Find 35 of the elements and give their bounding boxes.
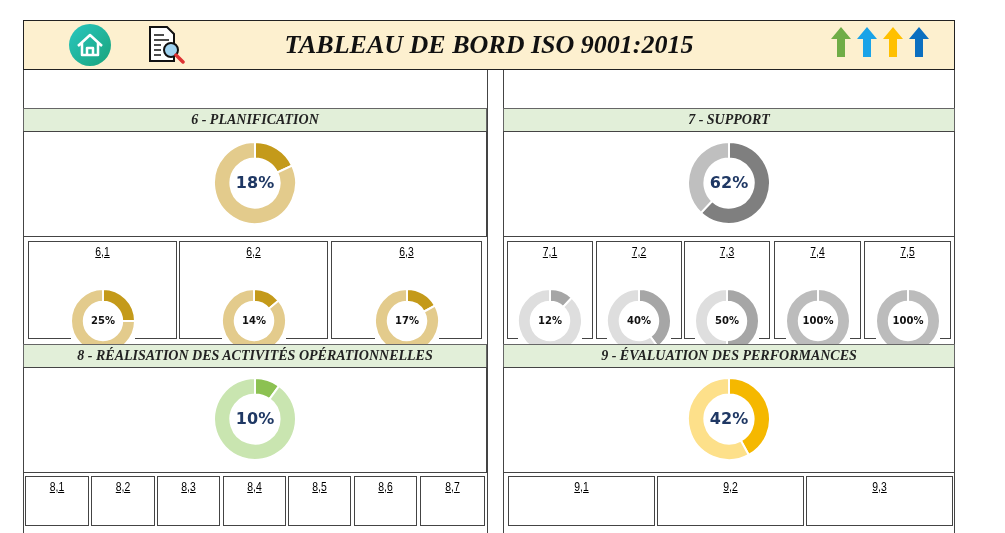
chart-title: 9 - ÉVALUATION DES PERFORMANCES [503,344,955,368]
chart-title: 6,2 [245,244,262,259]
text: 8,7 [444,479,461,494]
text: 42% [709,409,749,428]
text: 9,2 [722,479,739,494]
text: 100% [892,315,923,326]
text: 40% [627,315,651,326]
chart-title: 7 - SUPPORT [503,108,955,132]
text: 8,6 [377,479,394,494]
text: TABLEAU DE BORD ISO 9001:2015 [23,20,955,70]
text: 14% [241,315,266,326]
chart-title: 7,4 [809,244,826,259]
text: 9,1 [573,479,590,494]
text: 18% [235,173,275,192]
text: 9,3 [871,479,888,494]
chart-title: 7,1 [541,244,559,259]
chart-title: 6 - PLANIFICATION [23,108,487,132]
text: 100% [802,315,833,326]
chart-title: 6,3 [398,244,415,259]
chart-title: 7,3 [718,244,736,259]
text: 62% [709,173,749,192]
text: 8,4 [246,479,263,494]
text: 12% [538,315,562,326]
chart-title: 7,5 [899,244,916,259]
chart-title: 6,1 [94,244,111,259]
text: 10% [235,409,275,428]
text: 8,2 [114,479,132,494]
chart-title: 7,2 [630,244,648,259]
text: 8,3 [180,479,197,494]
chart-title: 8 - RÉALISATION DES ACTIVITÉS OPÉRATIONNELLES [23,344,487,368]
text: 8,1 [48,479,66,494]
text: 17% [394,315,419,326]
text: 50% [715,315,739,326]
text: 8,5 [311,479,328,494]
text: 25% [90,315,115,326]
